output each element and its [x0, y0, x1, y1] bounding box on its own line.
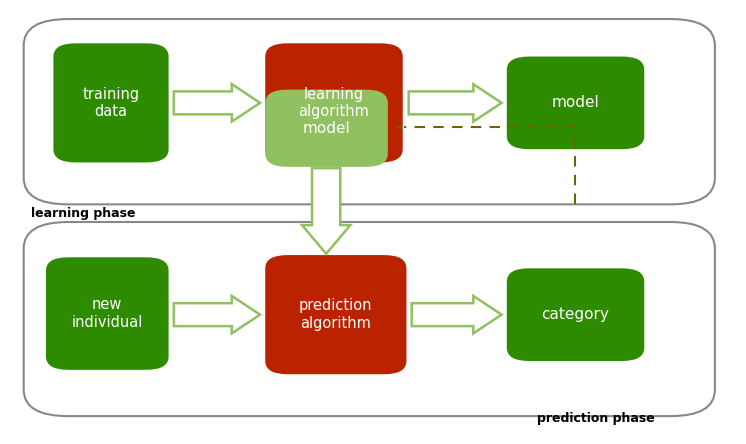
Text: new
individual: new individual	[72, 297, 143, 330]
FancyBboxPatch shape	[54, 44, 169, 163]
Text: prediction
algorithm: prediction algorithm	[299, 298, 372, 331]
Text: category: category	[542, 307, 609, 322]
FancyArrow shape	[302, 168, 351, 254]
FancyArrow shape	[174, 84, 260, 122]
FancyArrow shape	[409, 84, 501, 122]
FancyBboxPatch shape	[266, 90, 388, 167]
FancyBboxPatch shape	[46, 257, 169, 370]
Text: training
data: training data	[83, 87, 140, 119]
Text: model: model	[303, 121, 351, 136]
Text: learning
algorithm: learning algorithm	[298, 87, 369, 119]
FancyBboxPatch shape	[24, 222, 715, 416]
FancyBboxPatch shape	[507, 56, 645, 149]
FancyBboxPatch shape	[24, 19, 715, 204]
FancyBboxPatch shape	[266, 44, 403, 163]
FancyArrow shape	[412, 296, 501, 333]
Text: model: model	[551, 95, 599, 111]
FancyBboxPatch shape	[507, 268, 645, 361]
FancyArrow shape	[174, 296, 260, 333]
FancyBboxPatch shape	[266, 255, 407, 374]
Text: learning phase: learning phase	[31, 206, 136, 219]
Text: prediction phase: prediction phase	[536, 412, 654, 425]
